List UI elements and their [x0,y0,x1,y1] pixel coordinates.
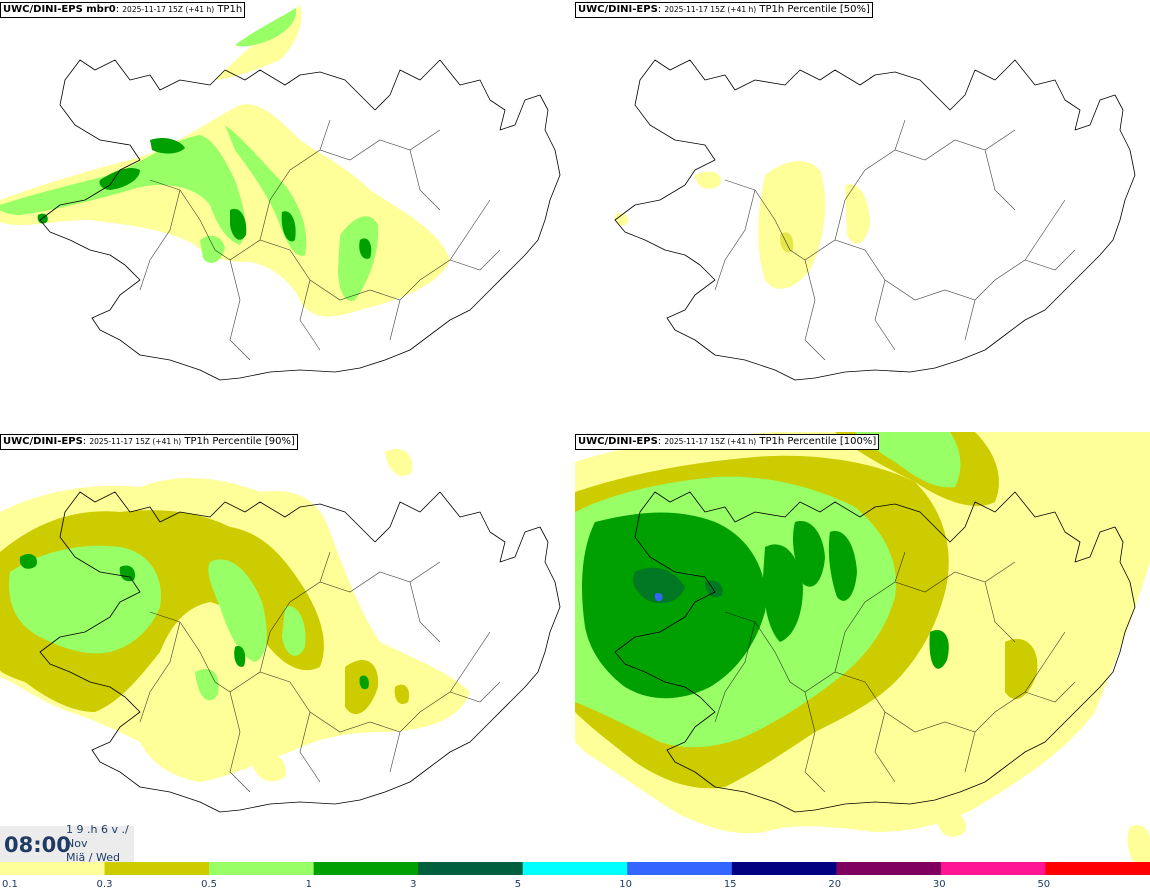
colorbar-tick-label: 15 [724,879,737,890]
valid-day-number: 1 9 .h 6 v ./ [66,823,129,836]
precip-layer-1 [582,512,949,699]
precip-layer-1 [37,137,372,259]
precipitation-map [0,448,561,813]
valid-time-box: 08:00 1 9 .h 6 v ./ Nov Miä / Wed [0,823,134,864]
panel-title: UWC/DINI-EPS: 2025-11-17 15Z (+41 h) TP1… [0,434,298,450]
colorbar-swatch [418,862,524,875]
colorbar-swatch [0,862,106,875]
colorbar-legend: 0.1 0.3 0.5 1 3 5 10 15 20 30 50 [0,862,1150,890]
colorbar-swatch [836,862,942,875]
precip-layer-0.3 [779,232,794,253]
colorbar-swatch [627,862,733,875]
precipitation-map [575,432,1150,864]
colorbar-swatch [313,862,419,875]
panel-title: UWC/DINI-EPS: 2025-11-17 15Z (+41 h) TP1… [575,2,873,18]
precip-layer-0.1 [614,160,870,289]
colorbar-swatch [209,862,315,875]
colorbar-tick-label: 0.1 [2,879,18,890]
colorbar-swatch [1045,862,1150,875]
map-panel-p90: UWC/DINI-EPS: 2025-11-17 15Z (+41 h) TP1… [0,432,575,864]
panel-title: UWC/DINI-EPS: 2025-11-17 15Z (+41 h) TP1… [575,434,880,450]
colorbar-tick-label: 1 [306,879,312,890]
valid-weekday: Miä / Wed [66,851,120,864]
precip-layer-3 [633,567,723,604]
colorbar-swatch [104,862,210,875]
colorbar-swatch [522,862,628,875]
valid-month: Nov [66,837,88,850]
valid-time-clock: 08:00 [4,833,71,857]
panel-title: UWC/DINI-EPS mbr0: 2025-11-17 15Z (+41 h… [0,2,246,18]
colorbar-tick-label: 20 [828,879,841,890]
precip-layer-1 [19,553,369,690]
map-panel-mbr0: UWC/DINI-EPS mbr0: 2025-11-17 15Z (+41 h… [0,0,575,432]
colorbar-tick-label: 10 [619,879,632,890]
coastline [614,59,1136,381]
precip-layer-0.1 [0,5,450,317]
colorbar-tick-label: 0.5 [201,879,217,890]
colorbar-tick-label: 50 [1037,879,1050,890]
colorbar-tick-label: 30 [933,879,946,890]
precipitation-map [0,5,561,381]
precip-layer-0.5 [0,8,379,301]
precipitation-map [614,59,1136,381]
colorbar-swatch [731,862,837,875]
map-panel-p50: UWC/DINI-EPS: 2025-11-17 15Z (+41 h) TP1… [575,0,1150,432]
colorbar-tick-label: 0.3 [97,879,113,890]
colorbar-tick-label: 3 [410,879,416,890]
map-panel-p100: UWC/DINI-EPS: 2025-11-17 15Z (+41 h) TP1… [575,432,1150,864]
colorbar-swatch [940,862,1046,875]
precip-layer-5 [654,592,663,602]
colorbar-tick-label: 5 [515,879,521,890]
